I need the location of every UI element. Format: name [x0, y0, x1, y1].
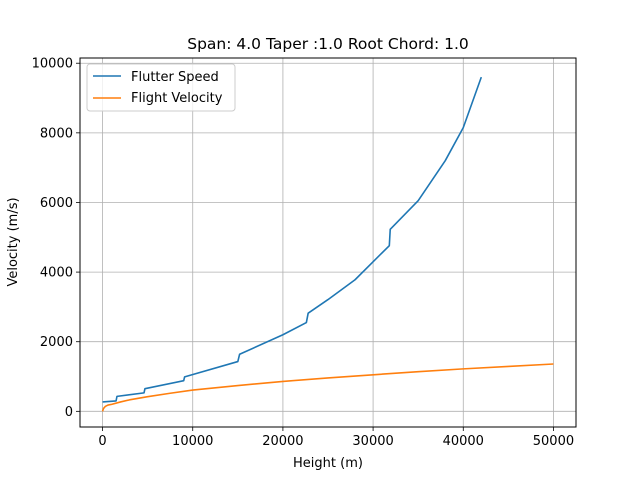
series-line-flight-velocity [101, 363, 554, 412]
plot-frame [79, 57, 577, 428]
grid-lines [80, 58, 576, 427]
y-tick-label: 8000 [40, 126, 73, 141]
x-tick-label: 30000 [352, 434, 393, 449]
y-axis: 0 2000 4000 6000 8000 10000 [32, 57, 80, 420]
legend-label-flight-velocity: Flight Velocity [131, 91, 223, 106]
y-tick-label: 10000 [32, 57, 73, 72]
x-tick-label: 40000 [443, 434, 484, 449]
legend-box [86, 63, 236, 112]
x-tick-label: 20000 [262, 434, 303, 449]
x-tick-label: 0 [98, 434, 106, 449]
x-axis-label: Height (m) [293, 456, 363, 471]
x-tick-label: 10000 [172, 434, 213, 449]
series-line-flutter-speed [102, 76, 483, 403]
legend-label-flutter-speed: Flutter Speed [131, 70, 219, 85]
y-tick-label: 0 [65, 405, 73, 420]
y-tick-label: 6000 [40, 196, 73, 211]
chart-title: Span: 4.0 Taper :1.0 Root Chord: 1.0 [187, 35, 469, 53]
plot-series [101, 76, 554, 412]
y-axis-label: Velocity (m/s) [6, 197, 21, 286]
y-tick-label: 4000 [40, 266, 73, 281]
x-tick-label: 50000 [533, 434, 574, 449]
y-tick-label: 2000 [40, 335, 73, 350]
legend: Flutter Speed Flight Velocity [86, 63, 236, 112]
x-axis: 0 10000 20000 30000 40000 50000 [98, 427, 574, 449]
